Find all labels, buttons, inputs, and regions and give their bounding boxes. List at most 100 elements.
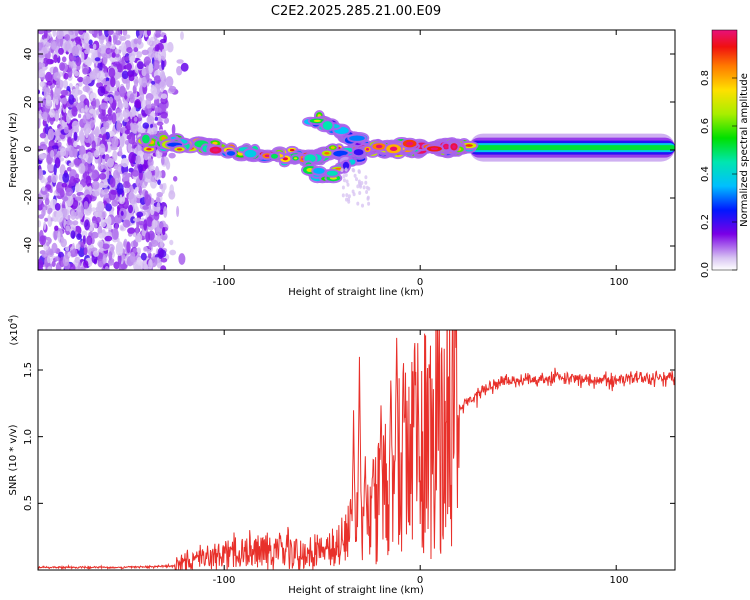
noise-speckle	[112, 35, 117, 45]
lower-branch-core	[335, 167, 343, 170]
noise-speckle	[341, 185, 345, 190]
noise-speckle	[151, 219, 157, 230]
noise-speckle	[86, 235, 93, 246]
noise-speckle	[44, 217, 48, 222]
noise-speckle	[161, 156, 165, 165]
noise-speckle	[111, 199, 119, 207]
noise-speckle	[105, 47, 112, 55]
noise-speckle	[119, 194, 123, 204]
noise-speckle	[159, 70, 165, 82]
noise-speckle	[153, 97, 160, 107]
noise-speckle	[100, 126, 107, 136]
noise-speckle	[165, 76, 174, 88]
colorbar: 0.0 0.2 0.4 0.6 0.8 Normalized spectral …	[700, 29, 750, 278]
noise-speckle	[38, 220, 42, 228]
signal-track-blob	[226, 151, 236, 156]
noise-speckle	[75, 183, 84, 192]
snr-y-ticks	[38, 369, 675, 504]
noise-speckle	[102, 153, 106, 160]
noise-speckle	[123, 117, 130, 123]
noise-speckle	[137, 150, 145, 156]
noise-speckle	[107, 259, 114, 266]
noise-speckle	[65, 246, 70, 252]
noise-speckle	[347, 199, 351, 204]
noise-speckle	[154, 51, 159, 58]
noise-speckle	[124, 56, 130, 62]
noise-speckle	[73, 157, 82, 166]
noise-speckle	[82, 235, 86, 245]
noise-speckle	[65, 187, 74, 197]
noise-speckle	[64, 40, 71, 51]
noise-speckle	[59, 62, 66, 71]
noise-speckle	[68, 127, 72, 139]
noise-speckle	[55, 210, 64, 223]
noise-speckle	[73, 141, 78, 148]
noise-speckle	[123, 101, 129, 109]
noise-speckle	[160, 257, 168, 263]
noise-speckle	[54, 256, 60, 262]
noise-speckle	[61, 56, 67, 63]
noise-speckle	[176, 59, 184, 64]
noise-speckle	[136, 193, 144, 199]
noise-speckle	[107, 224, 113, 231]
noise-speckle	[106, 216, 112, 226]
upper-branch-blob	[349, 135, 365, 141]
signal-track-core	[282, 157, 288, 161]
noise-speckle	[176, 205, 180, 218]
noise-speckle	[91, 231, 99, 239]
noise-speckle	[84, 104, 88, 113]
signal-band	[469, 145, 675, 151]
noise-speckle	[110, 76, 116, 88]
noise-speckle	[68, 162, 75, 168]
noise-speckle	[39, 153, 47, 160]
noise-speckle	[54, 225, 59, 231]
noise-speckle	[160, 232, 168, 241]
signal-track-core	[430, 147, 439, 151]
noise-speckle	[103, 72, 110, 78]
noise-speckle	[127, 227, 136, 234]
noise-speckle	[141, 49, 149, 56]
noise-speckle	[358, 183, 362, 188]
noise-speckle	[97, 225, 103, 235]
noise-speckle	[93, 258, 98, 265]
signal-track-blob	[142, 134, 150, 144]
noise-speckle	[62, 172, 70, 183]
noise-speckle	[43, 221, 47, 230]
upper-branch-core	[313, 119, 321, 122]
noise-speckle	[60, 89, 69, 96]
snr-y-multiplier: (x104)	[7, 314, 20, 345]
noise-speckle	[98, 143, 106, 156]
spectrogram-y-tick-label: 0	[23, 146, 34, 152]
noise-speckle	[85, 83, 90, 92]
noise-speckle	[180, 31, 184, 40]
signal-track-core	[324, 152, 330, 155]
noise-speckle	[132, 248, 138, 253]
noise-speckle	[353, 173, 357, 178]
noise-speckle	[84, 49, 90, 55]
noise-speckle	[145, 171, 153, 179]
noise-speckle	[66, 166, 72, 172]
signal-track-blob	[244, 149, 257, 158]
noise-speckle	[42, 111, 48, 122]
noise-speckle	[124, 129, 130, 135]
signal-track-core	[389, 146, 398, 151]
noise-speckle	[145, 73, 150, 81]
noise-speckle	[346, 182, 350, 187]
noise-speckle	[38, 117, 41, 129]
noise-speckle	[108, 96, 114, 104]
lower-branch-blob	[342, 161, 350, 170]
noise-speckle	[166, 41, 174, 53]
noise-speckle	[76, 103, 82, 110]
noise-speckle	[168, 85, 177, 93]
noise-speckle	[150, 123, 153, 129]
noise-speckle	[79, 129, 84, 140]
noise-speckle	[136, 256, 142, 266]
noise-speckle	[157, 49, 162, 61]
noise-speckle	[57, 230, 61, 242]
noise-speckle	[169, 249, 177, 256]
noise-speckle	[97, 211, 102, 217]
noise-speckle	[41, 99, 47, 106]
noise-speckle	[154, 116, 158, 121]
noise-speckle	[61, 182, 68, 188]
noise-speckle	[108, 251, 113, 261]
